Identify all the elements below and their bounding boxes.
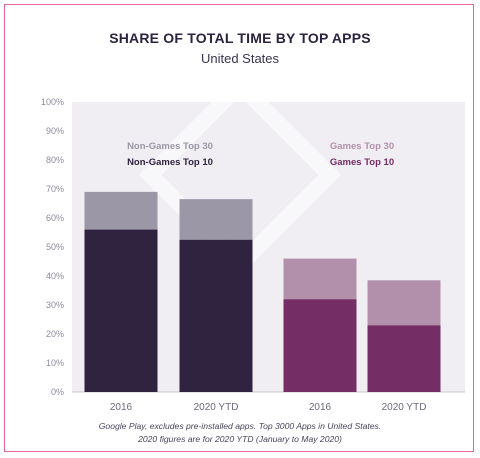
- y-tick-label: 60%: [46, 213, 64, 223]
- legend-games-top-10: Games Top 10: [330, 157, 394, 168]
- y-tick-label: 70%: [46, 184, 64, 194]
- bar-games-top-30: [283, 258, 357, 300]
- caption-line-2: 2020 figures are for 2020 YTD (January t…: [138, 434, 342, 444]
- y-tick-label: 100%: [41, 97, 64, 107]
- y-tick-label: 50%: [46, 242, 64, 252]
- y-tick-label: 20%: [46, 329, 64, 339]
- legend-non-games-top-30: Non-Games Top 30: [127, 141, 213, 152]
- category-label: 2016: [110, 402, 133, 413]
- bar-non-games-top-10: [84, 229, 158, 392]
- y-tick-label: 30%: [46, 300, 64, 310]
- y-tick-label: 10%: [46, 358, 64, 368]
- bar-games-top-30: [367, 280, 441, 326]
- legend-non-games-top-10: Non-Games Top 10: [127, 157, 213, 168]
- bar-non-games-top-30: [84, 191, 158, 230]
- chart-title: SHARE OF TOTAL TIME BY TOP APPS: [109, 30, 371, 46]
- y-tick-label: 90%: [46, 126, 64, 136]
- caption-line-1: Google Play, excludes pre-installed apps…: [98, 421, 382, 431]
- legend: Non-Games Top 30 Non-Games Top 10 Games To…: [127, 141, 394, 168]
- bar-non-games-top-10: [179, 239, 253, 392]
- category-label: 2020 YTD: [382, 402, 427, 413]
- y-tick-label: 0%: [51, 387, 64, 397]
- bar-non-games-top-30: [179, 199, 253, 240]
- bar-games-top-10: [367, 325, 441, 392]
- bars: [84, 191, 441, 392]
- y-tick-label: 80%: [46, 155, 64, 165]
- bar-games-top-10: [283, 299, 357, 392]
- chart-subtitle: United States: [200, 51, 280, 66]
- category-label: 2020 YTD: [194, 402, 239, 413]
- y-tick-label: 40%: [46, 271, 64, 281]
- legend-games-top-30: Games Top 30: [330, 141, 394, 152]
- category-label: 2016: [309, 402, 332, 413]
